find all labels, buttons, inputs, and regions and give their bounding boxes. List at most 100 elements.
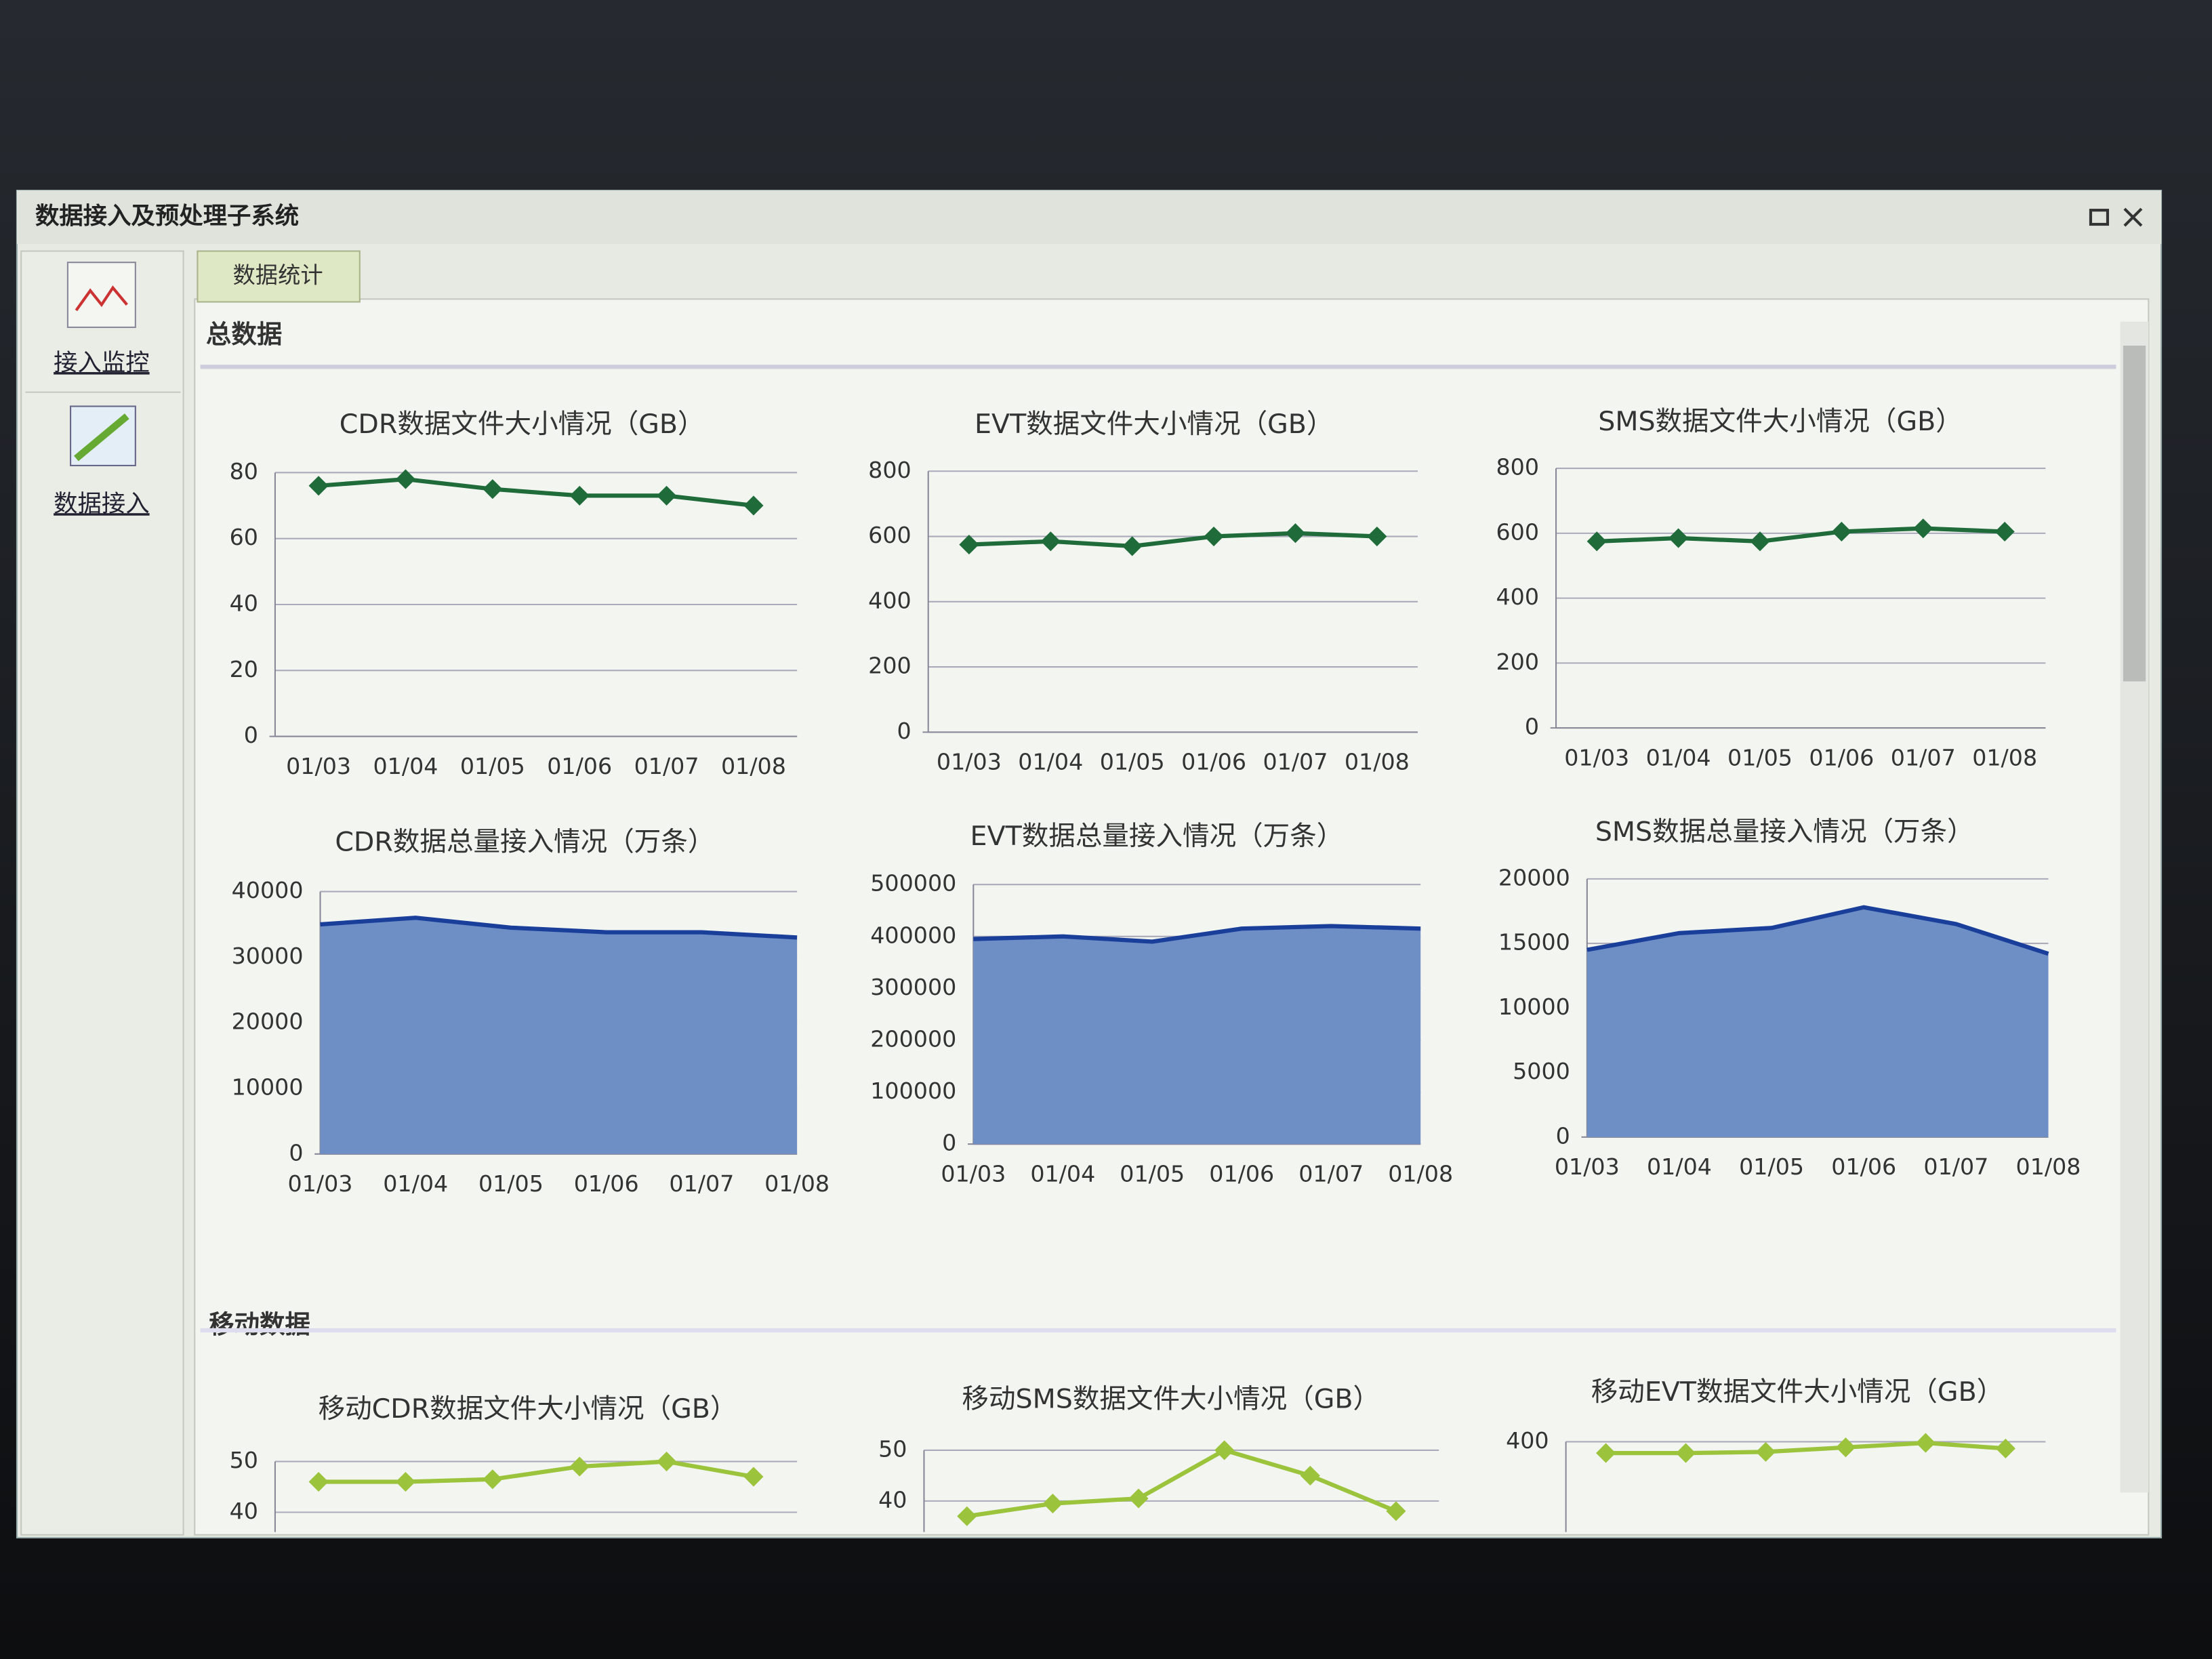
- chart-title: SMS数据总量接入情况（万条）: [1595, 817, 1974, 848]
- x-tick-label: 01/07: [669, 1170, 734, 1197]
- x-tick-label: 01/04: [383, 1170, 448, 1197]
- y-tick-label: 0: [244, 722, 258, 748]
- x-tick-label: 01/03: [288, 1170, 353, 1197]
- marker: [1913, 518, 1933, 539]
- marker: [1040, 531, 1061, 552]
- y-tick-label: 600: [1496, 518, 1539, 545]
- x-tick-label: 01/04: [1647, 1153, 1712, 1180]
- y-tick-label: 0: [1556, 1122, 1570, 1149]
- x-tick-label: 01/07: [1923, 1153, 1988, 1180]
- x-tick-label: 01/05: [1739, 1153, 1804, 1180]
- tab[interactable]: [197, 250, 361, 303]
- line: [966, 1448, 1397, 1519]
- charts: CDR数据文件大小情况（GB） 0 20 40 60 80 01/03 01/04 01/05 0…: [230, 406, 2081, 1532]
- x-tick-label: 01/04: [1646, 744, 1711, 771]
- window-title: 数据接入及预处理子系统: [35, 203, 299, 230]
- x-tick-label: 01/04: [1018, 749, 1083, 775]
- x-tick-label: 01/06: [547, 753, 612, 779]
- x-tick-label: 01/08: [1345, 749, 1410, 775]
- monitor-icon-line: [75, 285, 128, 312]
- area: [1586, 907, 2049, 1137]
- line: [1597, 526, 2005, 544]
- y-tick-label: 600: [868, 522, 912, 548]
- section-title: 移动数据: [209, 1309, 310, 1339]
- y-tick-label: 10000: [232, 1073, 304, 1100]
- y-tick-label: 40: [230, 590, 258, 616]
- y-tick-label: 50: [878, 1435, 907, 1462]
- marker: [1755, 1441, 1776, 1462]
- marker: [308, 1471, 329, 1492]
- chart-title: EVT数据总量接入情况（万条）: [970, 821, 1344, 852]
- x-tick-label: 01/06: [574, 1170, 639, 1197]
- x-tick-label: 01/03: [286, 753, 351, 779]
- chart-title: 移动EVT数据文件大小情况（GB）: [1591, 1376, 2004, 1408]
- marker: [1596, 1443, 1616, 1463]
- marker: [1995, 1438, 2015, 1458]
- x-tick-label: 01/07: [634, 753, 699, 779]
- y-tick-label: 20000: [1498, 864, 1570, 890]
- marker: [308, 476, 329, 496]
- monitor-icon: [66, 262, 136, 328]
- y-tick-label: 100000: [870, 1078, 956, 1104]
- y-tick-label: 5000: [1513, 1058, 1570, 1084]
- marker: [569, 1456, 590, 1477]
- marker: [1915, 1433, 1936, 1453]
- x-tick-label: 01/03: [937, 749, 1002, 775]
- title-bar: [16, 190, 2162, 245]
- y-tick-label: 40: [878, 1486, 907, 1513]
- section-title: 总数据: [206, 319, 282, 349]
- x-tick-label: 01/06: [1809, 744, 1874, 771]
- y-tick-label: 800: [868, 457, 912, 483]
- x-tick-label: 01/05: [1120, 1161, 1185, 1187]
- y-tick-label: 500000: [870, 870, 956, 897]
- y-tick-label: 400: [1506, 1427, 1549, 1454]
- line: [318, 476, 754, 508]
- x-tick-label: 01/04: [1030, 1161, 1095, 1187]
- chart-title: 移动SMS数据文件大小情况（GB）: [962, 1384, 1380, 1415]
- x-tick-label: 01/07: [1263, 749, 1328, 775]
- y-tick-label: 30000: [232, 943, 304, 969]
- marker: [1214, 1440, 1235, 1460]
- y-tick-label: 0: [942, 1130, 956, 1156]
- chart-title: SMS数据文件大小情况（GB）: [1598, 406, 1963, 437]
- x-tick-label: 01/06: [1181, 749, 1246, 775]
- area-line: [973, 924, 1421, 944]
- y-tick-label: 0: [897, 718, 912, 744]
- scroll-thumb[interactable]: [2123, 346, 2146, 682]
- y-tick-label: 0: [289, 1139, 303, 1166]
- chart-title: CDR数据总量接入情况（万条）: [335, 826, 714, 857]
- y-tick-label: 40000: [232, 877, 304, 903]
- x-tick-label: 01/03: [1564, 744, 1629, 771]
- y-tick-label: 300000: [870, 974, 956, 1000]
- sidebar-label: 接入监控: [54, 349, 150, 377]
- x-tick-label: 01/08: [1388, 1161, 1453, 1187]
- x-tick-label: 01/03: [941, 1161, 1006, 1187]
- y-tick-label: 0: [1525, 714, 1539, 740]
- sidebar-item[interactable]: 接入监控: [54, 262, 150, 377]
- x-tick-label: 01/08: [764, 1170, 830, 1197]
- marker: [1386, 1501, 1406, 1521]
- line: [319, 1459, 754, 1484]
- marker: [395, 469, 416, 489]
- y-tick-label: 15000: [1498, 929, 1570, 956]
- x-tick-label: 01/08: [2016, 1153, 2081, 1180]
- sidebar-item[interactable]: 数据接入: [54, 405, 150, 518]
- x-tick-label: 01/07: [1298, 1161, 1364, 1187]
- chart-title: 移动CDR数据文件大小情况（GB）: [319, 1393, 737, 1425]
- marker: [395, 1471, 416, 1492]
- x-tick-label: 01/06: [1831, 1153, 1896, 1180]
- y-tick-label: 50: [230, 1447, 258, 1473]
- x-tick-label: 01/03: [1555, 1153, 1620, 1180]
- maximize-button[interactable]: [2089, 209, 2110, 226]
- sidebar-label: 数据接入: [54, 490, 150, 518]
- y-tick-label: 200: [868, 653, 912, 679]
- y-tick-label: 400000: [870, 922, 956, 948]
- area-line: [320, 916, 798, 940]
- tab-label: 数据统计: [232, 262, 323, 289]
- area: [320, 918, 798, 1154]
- x-tick-label: 01/08: [721, 753, 786, 779]
- close-button[interactable]: [2123, 207, 2143, 227]
- y-tick-label: 80: [230, 458, 258, 485]
- chart-title: EVT数据文件大小情况（GB）: [975, 409, 1333, 440]
